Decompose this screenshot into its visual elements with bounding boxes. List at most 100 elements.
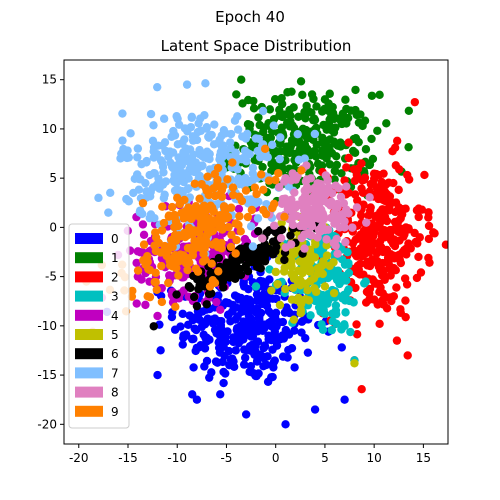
point-9 xyxy=(187,244,196,253)
point-2 xyxy=(420,170,429,180)
point-2 xyxy=(358,176,367,185)
point-0 xyxy=(216,390,225,399)
point-0 xyxy=(233,326,242,336)
point-0 xyxy=(239,279,248,289)
point-0 xyxy=(189,446,197,454)
axes-frame xyxy=(63,59,449,445)
x-tick-label: -10 xyxy=(167,451,187,465)
point-7 xyxy=(106,188,115,197)
legend-label-9: 9 xyxy=(111,405,119,419)
point-7 xyxy=(176,158,186,167)
y-tick-label: 15 xyxy=(42,73,57,87)
point-6 xyxy=(243,250,252,260)
point-9 xyxy=(143,292,152,301)
point-5 xyxy=(273,279,282,289)
point-7 xyxy=(196,126,206,136)
point-0 xyxy=(254,321,263,331)
point-4 xyxy=(136,248,145,257)
point-8 xyxy=(362,218,371,227)
point-7 xyxy=(233,112,242,121)
point-1 xyxy=(238,99,247,108)
point-0 xyxy=(189,334,198,344)
point-3 xyxy=(344,285,353,294)
point-9 xyxy=(195,194,204,203)
point-0 xyxy=(267,322,277,331)
point-9 xyxy=(190,179,200,188)
point-0 xyxy=(310,405,320,414)
point-0 xyxy=(262,360,271,370)
point-2 xyxy=(400,274,410,283)
point-9 xyxy=(157,297,167,307)
point-5 xyxy=(317,261,327,271)
point-0 xyxy=(282,303,291,312)
chart-title: Latent Space Distribution xyxy=(160,37,352,55)
point-7 xyxy=(129,188,138,198)
point-9 xyxy=(215,190,225,199)
point-9 xyxy=(234,220,243,230)
point-1 xyxy=(286,111,295,120)
point-7 xyxy=(310,129,320,139)
point-5 xyxy=(296,306,306,315)
point-5 xyxy=(275,300,285,310)
legend-label-7: 7 xyxy=(111,366,119,380)
point-2 xyxy=(379,195,388,205)
point-8 xyxy=(304,185,313,194)
legend: 0 1 2 3 4 5 6 7 8 9 xyxy=(68,223,130,429)
point-6 xyxy=(271,228,280,237)
point-8 xyxy=(302,175,312,184)
point-7 xyxy=(146,187,155,197)
point-7 xyxy=(153,82,162,92)
legend-swatch-7 xyxy=(75,367,103,379)
point-9 xyxy=(235,212,244,221)
legend-swatch-0 xyxy=(75,233,103,244)
point-2 xyxy=(389,292,399,301)
point-7 xyxy=(196,114,205,123)
point-9 xyxy=(174,221,183,231)
y-tick-label: -20 xyxy=(37,417,57,431)
point-8 xyxy=(340,217,349,226)
legend-label-1: 1 xyxy=(111,251,119,265)
point-6 xyxy=(256,264,265,273)
point-8 xyxy=(281,173,290,183)
point-0 xyxy=(214,317,224,326)
point-2 xyxy=(357,184,366,193)
point-3 xyxy=(318,325,328,334)
point-8 xyxy=(322,235,331,244)
point-0 xyxy=(245,367,254,376)
point-2 xyxy=(415,233,424,242)
point-0 xyxy=(275,318,284,327)
point-7 xyxy=(172,112,181,121)
point-1 xyxy=(325,89,334,98)
x-tick-label: 15 xyxy=(416,451,431,465)
point-0 xyxy=(207,316,217,326)
point-9 xyxy=(210,278,220,288)
point-7 xyxy=(217,143,227,152)
point-8 xyxy=(288,220,298,230)
point-6 xyxy=(258,249,267,258)
point-2 xyxy=(394,185,403,195)
point-7 xyxy=(276,133,285,142)
point-0 xyxy=(228,354,237,363)
point-0 xyxy=(281,325,291,335)
point-9 xyxy=(188,251,198,260)
point-7 xyxy=(219,125,229,135)
point-0 xyxy=(202,337,211,346)
point-7 xyxy=(253,214,263,223)
point-1 xyxy=(322,125,331,134)
point-9 xyxy=(231,249,240,258)
point-0 xyxy=(290,326,299,335)
point-1 xyxy=(296,77,306,86)
point-3 xyxy=(344,268,354,278)
point-0 xyxy=(207,368,216,377)
point-5 xyxy=(301,295,310,304)
point-9 xyxy=(180,195,189,205)
point-8 xyxy=(304,229,313,239)
point-3 xyxy=(361,277,370,286)
y-tick-label: 10 xyxy=(42,122,57,136)
point-1 xyxy=(367,134,376,144)
point-1 xyxy=(336,138,345,147)
point-0 xyxy=(183,320,193,329)
point-9 xyxy=(269,199,279,209)
point-1 xyxy=(298,140,308,150)
